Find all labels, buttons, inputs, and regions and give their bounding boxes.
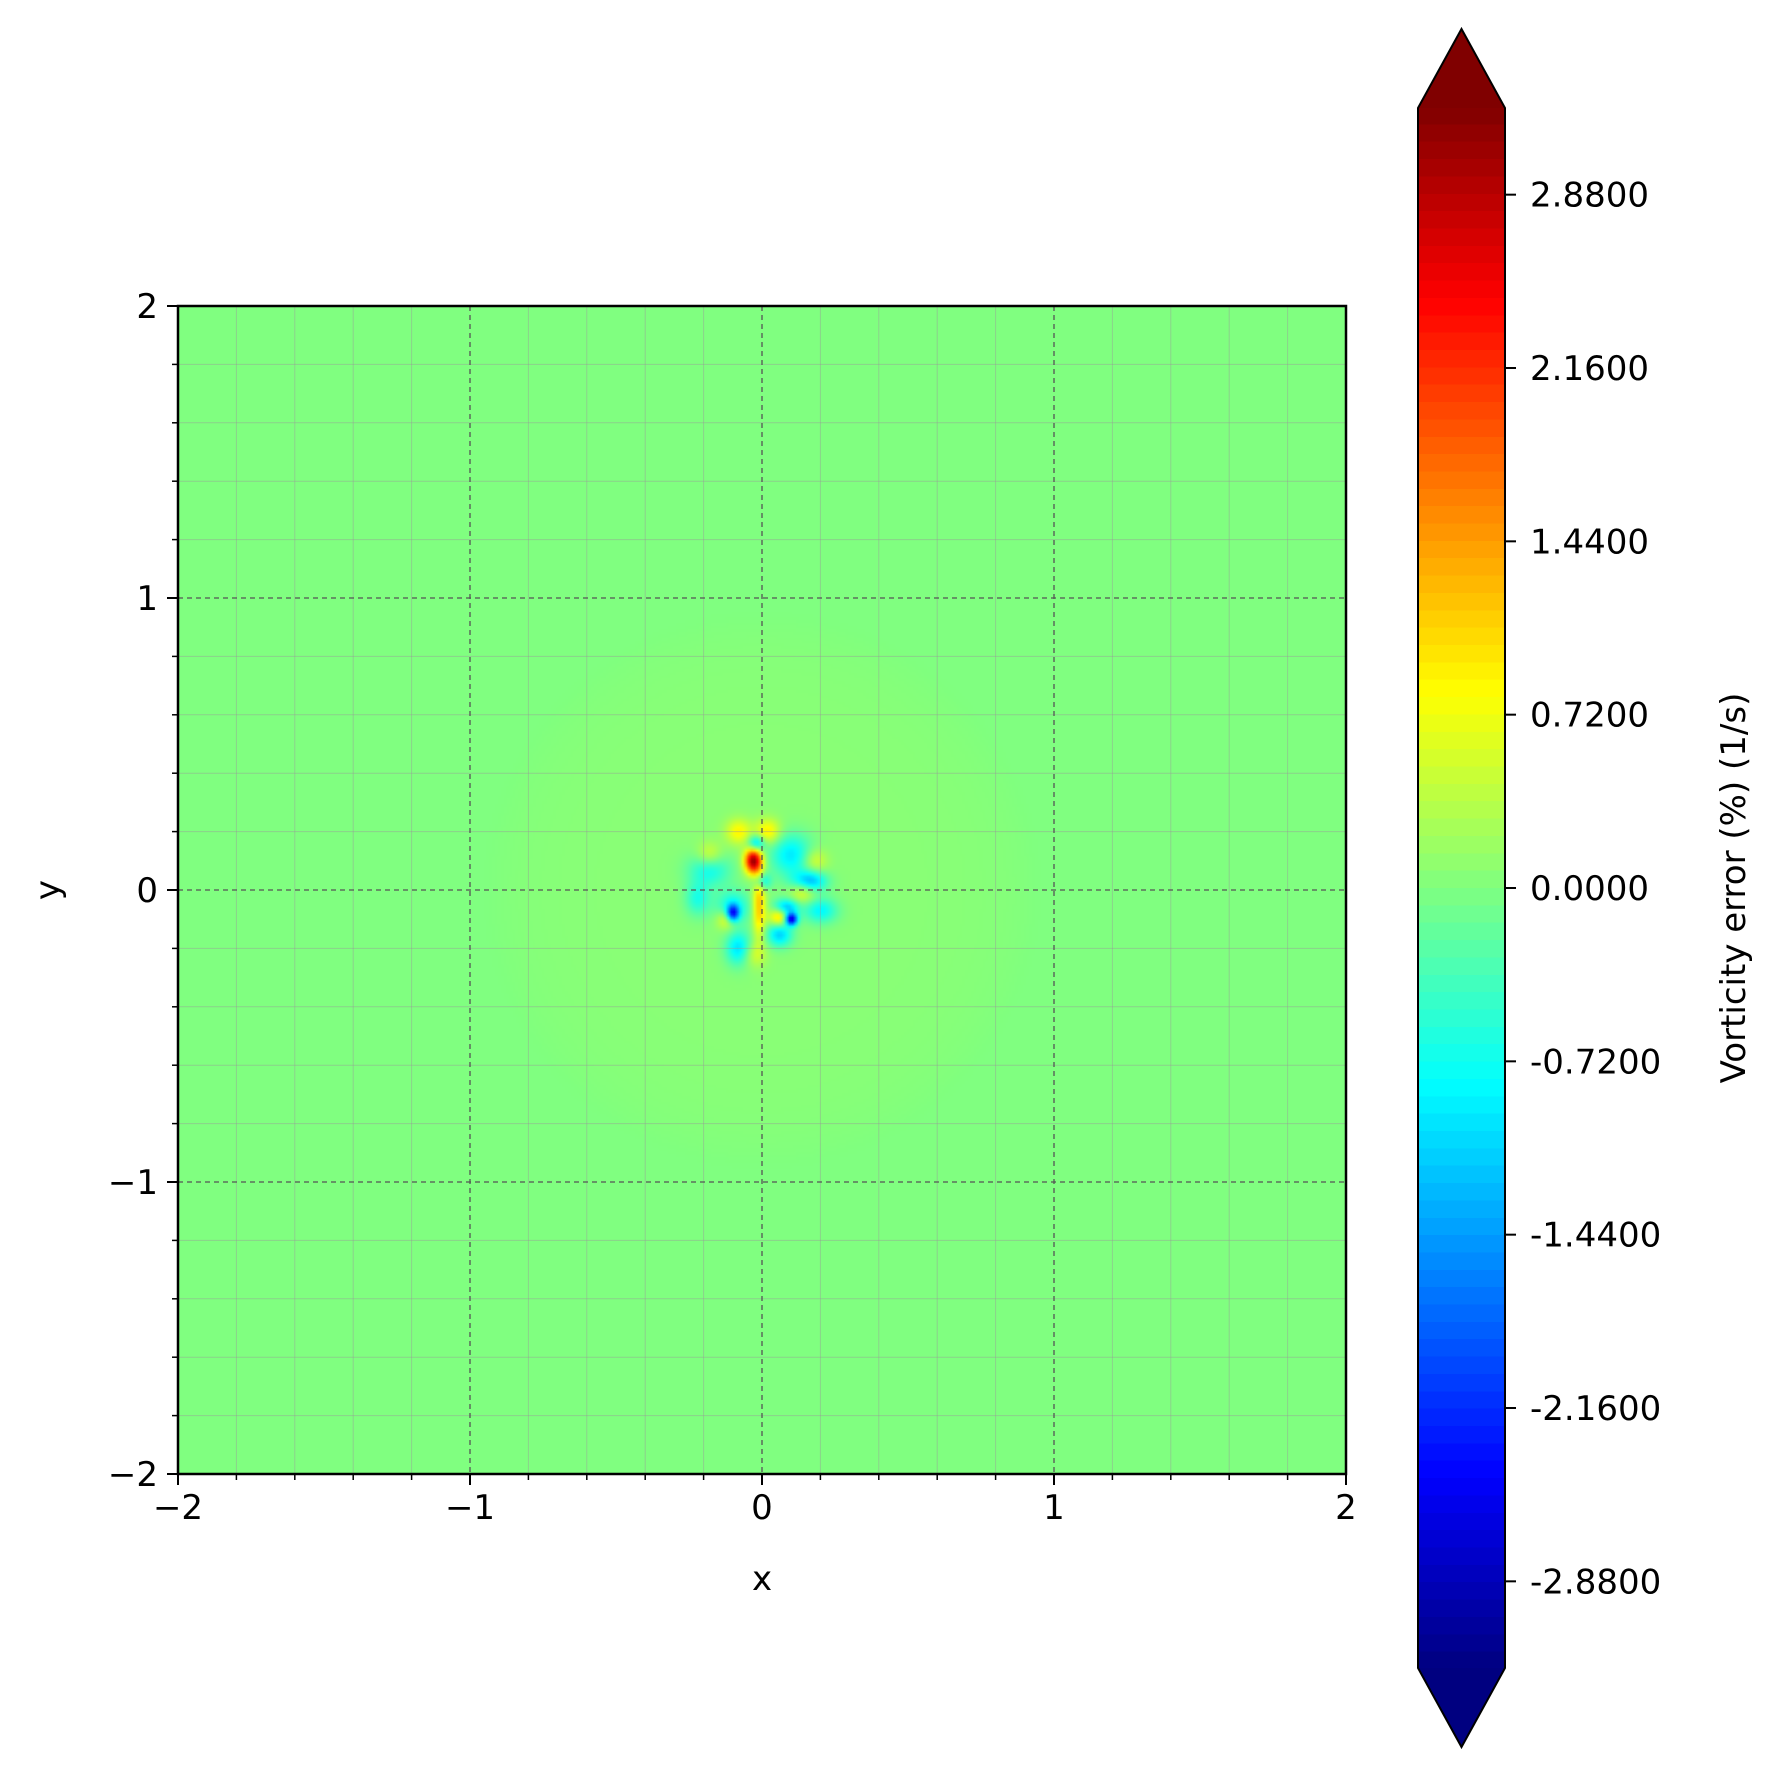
colorbar-min-extension [1418,1668,1505,1747]
y-axis-ticks: −2 −1 0 1 2 [108,287,178,1495]
colorbar-tick-label: 2.8800 [1530,176,1649,216]
colorbar-ticks: 2.8800 2.1600 1.4400 0.7200 0.0000 -0.7200 -1.… [1505,176,1661,1603]
y-tick-label: 1 [136,579,158,619]
y-tick-label: 2 [136,287,158,327]
colorbar-tick-label: -2.8800 [1530,1562,1661,1602]
colorbar-gradient [1418,107,1505,1669]
colorbar-tick-label: -1.4400 [1530,1216,1661,1256]
colorbar-tick-label: -2.1600 [1530,1389,1661,1429]
y-tick-label: −2 [108,1455,158,1495]
colorbar-tick-label: -0.7200 [1530,1042,1661,1082]
y-tick-label: −1 [108,1163,158,1203]
x-axis-ticks: −2 −1 0 1 2 [153,1474,1357,1528]
y-tick-label: 0 [136,871,158,911]
y-axis-label: y [28,880,68,900]
x-tick-label: 1 [1043,1488,1065,1528]
heatmap-plot: −2 −1 0 1 2 −2 −1 0 1 2 x y [28,287,1357,1599]
x-axis-label: x [752,1559,772,1599]
colorbar-tick-label: 0.0000 [1530,869,1649,909]
colorbar-tick-label: 0.7200 [1530,696,1649,736]
colorbar-label: Vorticity error (%) (1/s) [1714,693,1754,1084]
colorbar-tick-label: 1.4400 [1530,522,1649,562]
x-tick-label: 0 [751,1488,773,1528]
colorbar-max-extension [1418,29,1505,108]
x-tick-label: −2 [153,1488,203,1528]
x-tick-label: 2 [1335,1488,1357,1528]
x-tick-label: −1 [445,1488,495,1528]
colorbar: 2.8800 2.1600 1.4400 0.7200 0.0000 -0.7200 -1.… [1418,29,1754,1747]
colorbar-tick-label: 2.1600 [1530,349,1649,389]
